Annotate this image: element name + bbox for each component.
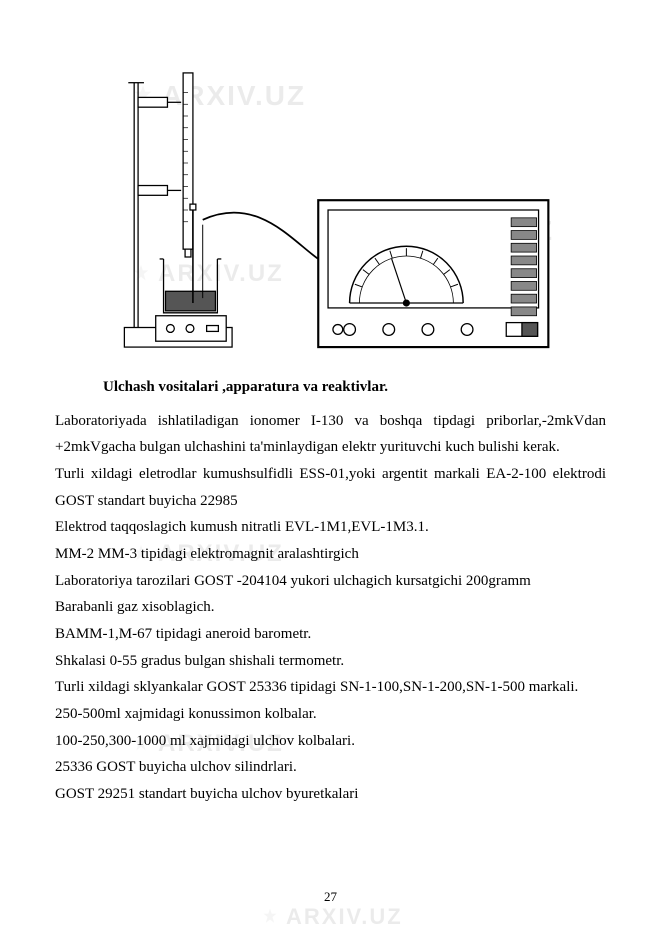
paragraph: BAMM-1,M-67 tipidagi aneroid barometr. [55, 621, 606, 648]
paragraph: MM-2 MM-3 tipidagi elektromagnit aralash… [55, 541, 606, 568]
paragraph: 100-250,300-1000 ml xajmidagi ulchov kol… [55, 728, 606, 755]
paragraph: GOST 29251 standart buyicha ulchov byure… [55, 781, 606, 808]
watermark-text: ARXIV.UZ [286, 904, 403, 930]
paragraph: Laboratoriya tarozilari GOST -204104 yuk… [55, 568, 606, 595]
paragraph: Shkalasi 0-55 gradus bulgan shishali ter… [55, 648, 606, 675]
apparatus-figure [95, 60, 565, 360]
paragraph: Turli xildagi sklyankalar GOST 25336 tip… [55, 674, 606, 701]
paragraph: Elektrod taqqoslagich kumush nitratli EV… [55, 514, 606, 541]
paragraph: Laboratoriyada ishlatiladigan ionomer I-… [55, 408, 606, 461]
paragraph: Turli xildagi eletrodlar kumushsulfidli … [55, 461, 606, 514]
watermark: ARXIV.UZ [260, 904, 403, 930]
apparatus-svg [95, 60, 565, 360]
paragraph: 250-500ml xajmidagi konussimon kolbalar. [55, 701, 606, 728]
body-text: Laboratoriyada ishlatiladigan ionomer I-… [55, 408, 606, 808]
page-number: 27 [0, 889, 661, 905]
paragraph: Barabanli gaz xisoblagich. [55, 594, 606, 621]
paragraph: 25336 GOST buyicha ulchov silindrlari. [55, 754, 606, 781]
watermark-icon [260, 907, 280, 927]
section-heading: Ulchash vositalari ,apparatura va reakti… [103, 378, 606, 398]
